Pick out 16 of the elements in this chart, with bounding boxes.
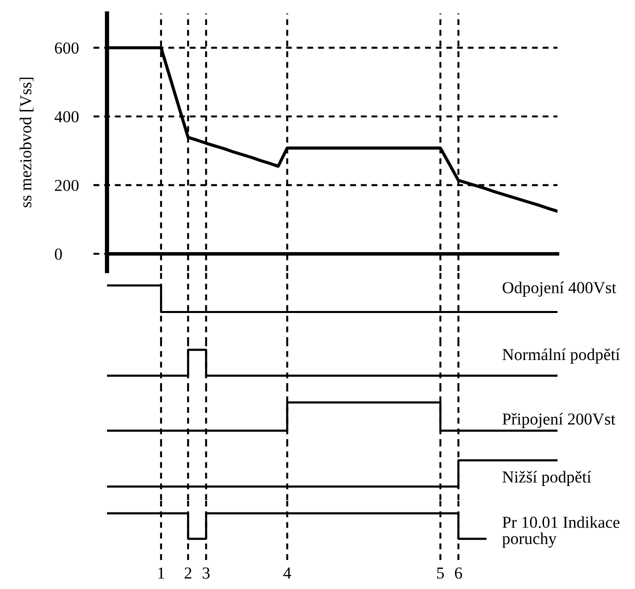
series-label: Odpojení 400Vst (502, 282, 616, 297)
y-axis-title: ss meziobvod [Vss] (20, 78, 34, 208)
x-tick-label: 5 (437, 568, 444, 579)
y-tick-label: 0 (54, 248, 62, 260)
x-tick-label: 6 (454, 567, 462, 579)
x-tick-label: 3 (202, 567, 210, 579)
y-tick-label: 200 (54, 180, 79, 192)
series-label: Nižší podpětí (502, 470, 592, 486)
x-tick-label: 1 (158, 568, 164, 579)
y-tick-label: 400 (54, 111, 79, 122)
x-tick-label: 4 (283, 568, 292, 579)
series-label: Normální podpětí (502, 348, 620, 364)
series-label: Pr 10.01 Indikace poruchy (502, 516, 620, 548)
series-label: Připojení 200Vst (502, 412, 616, 428)
y-tick-label: 600 (54, 42, 79, 54)
x-tick-label: 2 (184, 567, 192, 579)
